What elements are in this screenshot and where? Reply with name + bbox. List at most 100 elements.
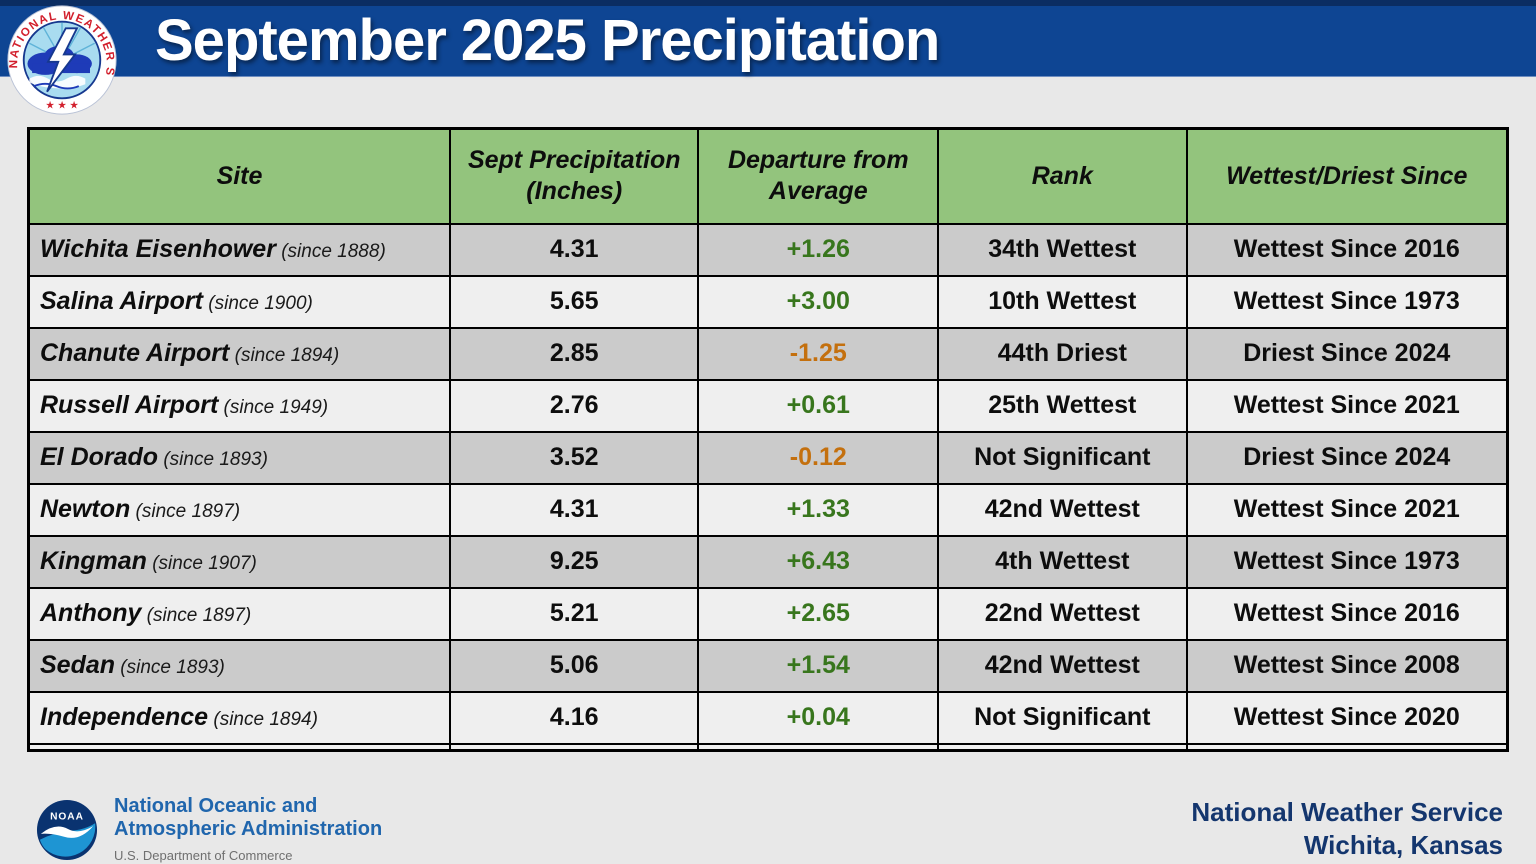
site-cell: Salina Airport (since 1900) bbox=[27, 274, 451, 329]
record-value: Wettest Since 2008 bbox=[1185, 638, 1509, 693]
nws-logo-icon: NATIONAL WEATHER SERVICE ★ ★ ★ bbox=[6, 4, 117, 115]
site-cell: El Dorado (since 1893) bbox=[27, 430, 451, 485]
table-area: Site Sept Precipitation (Inches) Departu… bbox=[27, 127, 1509, 752]
precip-table-body: Wichita Eisenhower (since 1888) 4.31 +1.26… bbox=[27, 222, 1509, 752]
precip-value: 2.85 bbox=[448, 326, 700, 381]
col-header-departure: Departure from Average bbox=[697, 127, 940, 225]
site-name: Wichita Eisenhower bbox=[40, 235, 276, 263]
departure-value: +1.26 bbox=[697, 222, 940, 277]
noaa-dept: U.S. Department of Commerce bbox=[114, 848, 293, 863]
precipitation-table: Site Sept Precipitation (Inches) Departu… bbox=[27, 127, 1509, 752]
site-since-note: (since 1900) bbox=[203, 293, 313, 314]
site-name: Newton bbox=[40, 495, 131, 523]
rank-value: 42nd Wettest bbox=[937, 638, 1188, 693]
site-cell: Newton (since 1897) bbox=[27, 482, 451, 537]
record-value: Driest Since 2024 bbox=[1185, 430, 1509, 485]
noaa-text: National Oceanic and Atmospheric Adminis… bbox=[114, 795, 382, 863]
departure-value: +1.33 bbox=[697, 482, 940, 537]
sliver-cell bbox=[1185, 742, 1509, 752]
noaa-block: NOAA National Oceanic and Atmospheric Ad… bbox=[36, 795, 382, 863]
site-name: Sedan bbox=[40, 651, 116, 679]
sliver-cell bbox=[937, 742, 1188, 752]
site-cell: Chanute Airport (since 1894) bbox=[27, 326, 451, 381]
table-row: Anthony (since 1897) 5.21 +2.65 22nd Wettes… bbox=[27, 586, 1509, 641]
footer-nws-name: National Weather Service bbox=[1191, 797, 1503, 827]
rank-value: 10th Wettest bbox=[937, 274, 1188, 329]
record-value: Wettest Since 1973 bbox=[1185, 534, 1509, 589]
site-since-note: (since 1894) bbox=[208, 709, 318, 730]
noaa-name-line2: Atmospheric Administration bbox=[114, 818, 383, 840]
precip-value: 4.31 bbox=[448, 222, 700, 277]
sliver-cell bbox=[27, 742, 451, 752]
page-title: September 2025 Precipitation bbox=[155, 8, 940, 73]
rank-value: 34th Wettest bbox=[937, 222, 1188, 277]
sliver-cell bbox=[448, 742, 700, 752]
nws-office-block: National Weather Service Wichita, Kansas bbox=[1191, 796, 1503, 862]
record-value: Wettest Since 2021 bbox=[1185, 378, 1509, 433]
noaa-logo-icon: NOAA bbox=[36, 799, 98, 861]
site-since-note: (since 1894) bbox=[229, 345, 340, 366]
precip-value: 4.16 bbox=[448, 690, 700, 745]
site-since-note: (since 1888) bbox=[275, 241, 386, 262]
col-header-rank: Rank bbox=[937, 127, 1188, 225]
col-header-precip: Sept Precipitation (Inches) bbox=[448, 127, 700, 225]
rank-value: Not Significant bbox=[937, 690, 1188, 745]
site-since-note: (since 1893) bbox=[115, 657, 225, 678]
site-since-note: (since 1907) bbox=[146, 553, 257, 574]
rank-value: Not Significant bbox=[937, 430, 1188, 485]
site-name: Anthony bbox=[40, 599, 142, 627]
record-value: Wettest Since 2021 bbox=[1185, 482, 1509, 537]
record-value: Wettest Since 2016 bbox=[1185, 586, 1509, 641]
rank-value: 42nd Wettest bbox=[937, 482, 1188, 537]
site-name: Salina Airport bbox=[40, 287, 203, 315]
departure-value: +6.43 bbox=[697, 534, 940, 589]
departure-value: -1.25 bbox=[697, 326, 940, 381]
table-header-row: Site Sept Precipitation (Inches) Departu… bbox=[27, 127, 1509, 225]
table-row: Chanute Airport (since 1894) 2.85 -1.25 44t… bbox=[27, 326, 1509, 381]
footer: NOAA National Oceanic and Atmospheric Ad… bbox=[0, 794, 1536, 864]
record-value: Wettest Since 2016 bbox=[1185, 222, 1509, 277]
site-cell: Kingman (since 1907) bbox=[27, 534, 451, 589]
precip-value: 4.31 bbox=[448, 482, 700, 537]
site-cell: Independence (since 1894) bbox=[27, 690, 451, 745]
title-bar: September 2025 Precipitation bbox=[0, 0, 1536, 77]
table-row: Newton (since 1897) 4.31 +1.33 42nd Wettest… bbox=[27, 482, 1509, 537]
col-header-site: Site bbox=[27, 127, 451, 225]
sliver-cell bbox=[697, 742, 940, 752]
site-cell: Anthony (since 1897) bbox=[27, 586, 451, 641]
record-value: Wettest Since 1973 bbox=[1185, 274, 1509, 329]
noaa-logo-text: NOAA bbox=[50, 811, 84, 822]
table-row: Independence (since 1894) 4.16 +0.04 Not Si… bbox=[27, 690, 1509, 745]
table-row: Sedan (since 1893) 5.06 +1.54 42nd Wettest W… bbox=[27, 638, 1509, 693]
noaa-name-line1: National Oceanic and bbox=[114, 795, 318, 817]
site-since-note: (since 1897) bbox=[141, 605, 252, 626]
departure-value: +2.65 bbox=[697, 586, 940, 641]
precip-value: 5.21 bbox=[448, 586, 700, 641]
site-name: Independence bbox=[40, 703, 209, 731]
site-since-note: (since 1897) bbox=[130, 501, 241, 522]
record-value: Driest Since 2024 bbox=[1185, 326, 1509, 381]
rank-value: 44th Driest bbox=[937, 326, 1188, 381]
site-cell: Wichita Eisenhower (since 1888) bbox=[27, 222, 451, 277]
rank-value: 22nd Wettest bbox=[937, 586, 1188, 641]
table-row: Salina Airport (since 1900) 5.65 +3.00 10th… bbox=[27, 274, 1509, 329]
rank-value: 25th Wettest bbox=[937, 378, 1188, 433]
table-row: Russell Airport (since 1949) 2.76 +0.61 25t… bbox=[27, 378, 1509, 433]
departure-value: -0.12 bbox=[697, 430, 940, 485]
record-value: Wettest Since 2020 bbox=[1185, 690, 1509, 745]
table-row: El Dorado (since 1893) 3.52 -0.12 Not Signi… bbox=[27, 430, 1509, 485]
table-sliver-row bbox=[27, 742, 1509, 752]
col-header-record: Wettest/Driest Since bbox=[1185, 127, 1509, 225]
site-cell: Russell Airport (since 1949) bbox=[27, 378, 451, 433]
departure-value: +1.54 bbox=[697, 638, 940, 693]
site-name: Russell Airport bbox=[40, 391, 219, 419]
table-row: Kingman (since 1907) 9.25 +6.43 4th Wettest… bbox=[27, 534, 1509, 589]
precip-value: 9.25 bbox=[448, 534, 700, 589]
precip-value: 5.65 bbox=[448, 274, 700, 329]
precip-value: 3.52 bbox=[448, 430, 700, 485]
site-since-note: (since 1949) bbox=[218, 397, 329, 418]
site-cell: Sedan (since 1893) bbox=[27, 638, 451, 693]
departure-value: +0.04 bbox=[697, 690, 940, 745]
site-since-note: (since 1893) bbox=[158, 449, 268, 470]
